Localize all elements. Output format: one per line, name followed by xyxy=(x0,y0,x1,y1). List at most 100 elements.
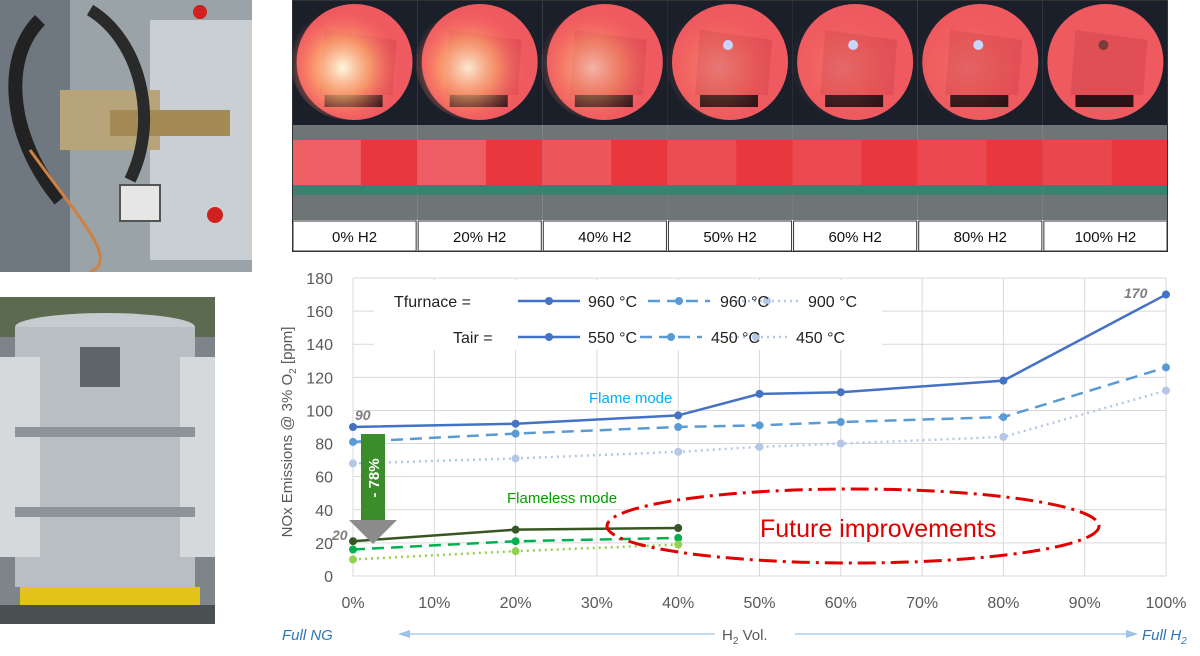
h2-vol-prefix: H xyxy=(722,627,733,644)
flame-label-cell xyxy=(918,220,1043,252)
flame-label: 50% H2 xyxy=(703,229,756,246)
flame-side-glow xyxy=(542,140,612,185)
flame-glow xyxy=(540,4,657,120)
full-h2-label: Full H2 xyxy=(1142,627,1187,647)
y-tick-label: 0 xyxy=(324,569,333,586)
data-point xyxy=(674,447,683,456)
data-point xyxy=(511,454,520,463)
legend-swatch-marker xyxy=(667,333,675,341)
x-tick-label: 60% xyxy=(825,595,857,612)
legend-tair-label: Tair = xyxy=(453,330,493,347)
flame-mode-label: Flame mode xyxy=(589,390,672,407)
h2-vol-label: H2 Vol. xyxy=(722,627,768,647)
flame-side-base xyxy=(542,185,668,195)
y-tick-label: 40 xyxy=(315,503,333,520)
x-tick-label: 80% xyxy=(987,595,1019,612)
legend-background xyxy=(374,280,882,350)
flame-core xyxy=(1098,40,1109,50)
series-1 xyxy=(349,363,1170,446)
flame-label: 0% H2 xyxy=(332,229,377,246)
nox-chart: 0 20 40 60 80 100 120 140 160 180 0% 10% 20% 30% 40% 50… xyxy=(270,258,1200,656)
flame-glow xyxy=(666,4,782,120)
series-3 xyxy=(349,523,683,546)
data-point xyxy=(511,547,520,556)
reduction-arrow-body xyxy=(361,434,385,520)
y-axis-label: NOx Emissions @ 3% O2 [ppm] xyxy=(279,327,299,538)
x-tick-label: 100% xyxy=(1146,595,1187,612)
x-tick-label: 90% xyxy=(1069,595,1101,612)
flame-side-base xyxy=(792,185,918,195)
full-ng-label: Full NG xyxy=(282,627,333,644)
series-4 xyxy=(349,533,683,554)
flame-core xyxy=(848,40,859,50)
data-point xyxy=(349,545,357,554)
legend-swatch-marker xyxy=(675,297,683,305)
flame-label-cell xyxy=(417,220,542,252)
flame-side-glow xyxy=(917,140,987,185)
flame-image-3: 50% H2 xyxy=(666,0,793,252)
y-tick-label: 60 xyxy=(315,470,333,487)
flame-side-glow xyxy=(1042,140,1112,185)
flame-label: 40% H2 xyxy=(578,229,631,246)
h2-axis-note: Full NG Full H2 H2 Vol. xyxy=(282,627,1187,647)
reduction-label: - 78% xyxy=(366,458,383,497)
legend-swatch-marker xyxy=(545,297,553,305)
legend-tfurnace-3: 900 °C xyxy=(808,294,857,311)
data-point xyxy=(755,389,764,398)
y-tick-label: 100 xyxy=(306,403,333,420)
future-improvements: Future improvements xyxy=(605,487,1101,565)
data-point xyxy=(836,418,845,427)
x-tick-label: 10% xyxy=(418,595,450,612)
legend-tair-3: 450 °C xyxy=(796,330,845,347)
data-point xyxy=(755,421,764,430)
legend-tfurnace-2: 960 °C xyxy=(720,294,769,311)
flame-image-5: 80% H2 xyxy=(916,0,1043,252)
right-axis-arrow-head xyxy=(1126,630,1138,638)
data-point xyxy=(1162,290,1170,299)
flame-image-grid: 0% H2 20% H2 40% H2 50% H2 60% H2 80% H2 100% … xyxy=(290,0,1168,252)
data-point xyxy=(999,413,1008,422)
flame-image-6: 100% H2 xyxy=(1041,0,1168,252)
flame-glow xyxy=(415,4,532,120)
legend: Tfurnace = Tair = 960 °C 960 °C 900 °C 5… xyxy=(374,280,882,350)
data-point xyxy=(349,555,357,564)
flame-label: 20% H2 xyxy=(453,229,506,246)
flame-image-4: 60% H2 xyxy=(791,0,918,252)
left-axis-arrow-head xyxy=(398,630,410,638)
value-label-170: 170 xyxy=(1124,285,1148,301)
data-point xyxy=(674,423,683,431)
reduction-arrow: - 78% xyxy=(349,434,397,544)
data-point xyxy=(674,411,683,420)
flame-label-cell xyxy=(292,220,417,252)
data-point xyxy=(999,432,1008,441)
data-point xyxy=(1162,363,1170,372)
flame-label-cell xyxy=(542,220,667,252)
flameless-mode-label: Flameless mode xyxy=(507,490,617,507)
x-tick-label: 50% xyxy=(743,595,775,612)
x-tick-label: 40% xyxy=(662,595,694,612)
flame-glow xyxy=(791,4,908,120)
x-tick-label: 20% xyxy=(500,595,532,612)
flame-side-tube xyxy=(1042,140,1168,185)
burner-photo xyxy=(0,0,252,272)
full-h2-prefix: Full H xyxy=(1142,627,1181,644)
flame-side-base xyxy=(667,185,793,195)
data-point xyxy=(999,376,1008,385)
flame-label: 100% H2 xyxy=(1075,229,1137,246)
y-tick-label: 80 xyxy=(315,437,333,454)
series-0 xyxy=(349,290,1170,431)
value-label-90: 90 xyxy=(355,407,371,423)
flame-image-0: 0% H2 xyxy=(290,0,418,252)
data-point xyxy=(755,442,764,451)
flame-glow xyxy=(916,4,1033,120)
data-point xyxy=(511,525,520,534)
series-5 xyxy=(349,540,683,564)
legend-tfurnace-1: 960 °C xyxy=(588,294,637,311)
flame-side-glow xyxy=(417,140,486,185)
h2-vol-sub: 2 xyxy=(733,636,739,647)
flame-strip-border xyxy=(292,0,1168,252)
y-tick-label: 140 xyxy=(306,337,333,354)
h2-vol-suffix: Vol. xyxy=(738,627,767,644)
data-point xyxy=(674,523,683,532)
flame-label-cell xyxy=(667,220,793,252)
